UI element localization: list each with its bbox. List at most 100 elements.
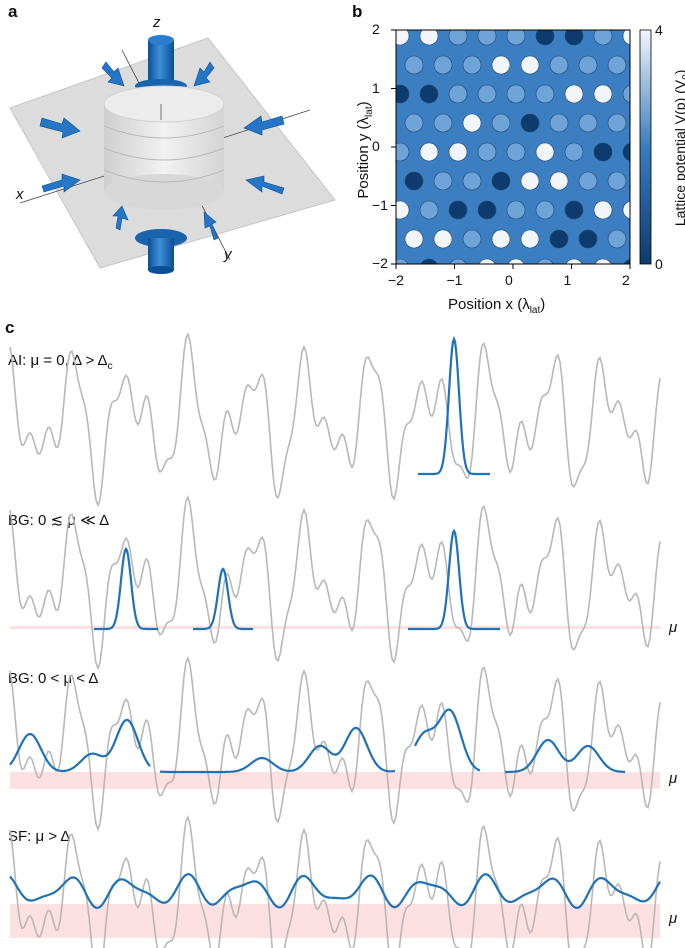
heatmap-spot (396, 200, 410, 220)
heatmap-spot (404, 113, 424, 133)
heatmap-spot (433, 113, 453, 133)
axis-label-z: z (153, 14, 161, 31)
heatmap-spot (578, 113, 598, 133)
heatmap-spot (491, 55, 511, 75)
x-tick-label: 2 (622, 272, 630, 288)
y-tick-label: 0 (372, 138, 380, 154)
heatmap-spot (462, 55, 482, 75)
wavefunction-sf (9, 872, 661, 910)
x-tick-label: −1 (446, 272, 463, 288)
wavefunction-bg-mid-2 (159, 726, 396, 774)
heatmap-spot (637, 114, 655, 132)
heatmap-spot (477, 30, 497, 46)
laser-arrows (39, 61, 285, 241)
heatmap-spot (549, 229, 569, 249)
disk-stack (103, 85, 225, 210)
colorbar (639, 29, 652, 265)
heatmap-spot (607, 113, 627, 133)
heatmap-spot (607, 55, 627, 75)
mu-label-row4: μ (669, 910, 678, 927)
heatmap-spot (578, 171, 598, 191)
heatmap-spot (419, 30, 439, 46)
heatmap-spot (520, 55, 540, 75)
heatmap-spot (491, 171, 511, 191)
heatmap-spot (622, 200, 630, 220)
heatmap-spot (564, 30, 584, 46)
axis-label-x: x (16, 186, 24, 203)
panel-c-letter: c (5, 318, 15, 337)
potential-curve-sf (9, 815, 661, 948)
heatmap-spot (622, 30, 630, 46)
heatmap-spot (637, 172, 655, 190)
heatmap-y-axis-label: Position y (λlat) (355, 101, 375, 199)
heatmap-spot (520, 171, 540, 191)
wavefunction-ai (418, 335, 490, 476)
heatmap-spot (491, 113, 511, 133)
panel-b-letter: b (352, 2, 363, 21)
heatmap-spot (578, 55, 598, 75)
heatmap-spot (419, 200, 439, 220)
heatmap-spot (520, 229, 540, 249)
row-label-bg-low: BG: 0 ≲ μ ≪ Δ (8, 512, 110, 529)
heatmap-area (396, 30, 630, 264)
heatmap-spot (462, 171, 482, 191)
colorbar-tick-max: 4 (655, 22, 663, 38)
heatmap-spot (433, 171, 453, 191)
mu-label-row3: μ (669, 770, 678, 787)
z-beam-bottom (148, 238, 174, 270)
heatmap-spot (535, 30, 555, 46)
heatmap-spot (396, 84, 410, 104)
heatmap-spot (462, 113, 482, 133)
heatmap-spot (404, 229, 424, 249)
wavefunction-bg-low-1 (94, 546, 158, 631)
chemical-potential-band-bg-low (10, 626, 660, 629)
heatmap-spot (433, 55, 453, 75)
colorbar-label: Lattice potential V(p) (V0) (672, 70, 685, 227)
heatmap-spot (478, 258, 496, 264)
heatmap-spot (593, 200, 613, 220)
potential-curve-bg-mid (9, 656, 661, 832)
heatmap-spot (594, 258, 612, 264)
heatmap-spot (448, 142, 468, 162)
lattice-plane (9, 37, 336, 269)
chemical-potential-band-sf (10, 904, 660, 938)
wavefunction-bg-mid-1 (9, 718, 151, 773)
y-tick-label: 1 (372, 79, 380, 96)
x-tick-label: 1 (563, 272, 572, 288)
heatmap-spot (549, 55, 569, 75)
heatmap-spot (549, 171, 569, 191)
heatmap-spot (622, 84, 630, 104)
chemical-potential-band-bg-mid (10, 772, 660, 789)
heatmap-spot (622, 142, 630, 162)
heatmap-spot (607, 171, 627, 191)
row-label-bg-mid: BG: 0 < μ < Δ (8, 670, 99, 687)
heatmap-spot (396, 30, 410, 46)
heatmap-spot (420, 258, 438, 264)
heatmap-spot (477, 200, 497, 220)
heatmap-spot (477, 84, 497, 104)
heatmap-spot (448, 30, 468, 46)
panel-a-letter: a (8, 2, 18, 21)
heatmap-spot (396, 142, 410, 162)
y-tick-label: −2 (372, 255, 388, 271)
heatmap-spot (536, 258, 554, 264)
heatmap-spot (404, 171, 424, 191)
heatmap-spot (593, 30, 613, 46)
y-tick-label: 2 (372, 21, 380, 37)
wavefunction-bg-mid-4 (505, 738, 625, 774)
x-tick-label: 0 (505, 272, 513, 288)
heatmap-spot (506, 30, 526, 46)
heatmap-spot (637, 230, 655, 248)
axis-label-y: y (224, 246, 232, 263)
heatmap-spot (491, 229, 511, 249)
y-tick-label: −1 (372, 196, 388, 213)
heatmap-spot (419, 84, 439, 104)
heatmap-spot (549, 113, 569, 133)
z-beam-top (148, 40, 174, 85)
row-label-sf: SF: μ > Δ (8, 828, 71, 845)
heatmap-spot (535, 200, 555, 220)
heatmap-spot (506, 200, 526, 220)
row-label-ai: AI: μ = 0, Δ > Δc (8, 352, 113, 372)
heatmap-spot (637, 56, 655, 74)
